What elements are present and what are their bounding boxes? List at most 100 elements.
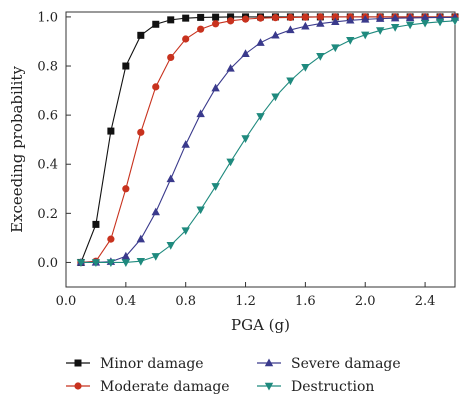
series-minor-damage xyxy=(77,13,459,266)
legend-item: Minor damage xyxy=(66,356,204,372)
legend-label: Moderate damage xyxy=(100,379,230,395)
data-point xyxy=(346,15,355,24)
legend-label: Severe damage xyxy=(291,356,401,372)
x-tick-label: 2.0 xyxy=(355,294,376,309)
data-point xyxy=(316,52,325,61)
series-moderate-damage xyxy=(77,13,459,267)
data-point xyxy=(420,19,430,28)
data-point xyxy=(331,17,340,26)
data-point xyxy=(420,13,430,21)
data-point xyxy=(167,53,175,62)
data-point xyxy=(137,31,145,39)
data-point xyxy=(196,206,205,215)
y-tick-label: 0.2 xyxy=(37,207,58,222)
data-point xyxy=(197,25,205,33)
data-point xyxy=(211,183,220,191)
data-point xyxy=(346,37,355,45)
legend-item: Severe damage xyxy=(257,356,401,372)
series-line xyxy=(80,16,455,263)
x-axis-ticks: 0.0 0.4 0.8 1.2 1.6 2.0 2.4 xyxy=(56,282,436,309)
data-point xyxy=(286,25,295,34)
legend-marker xyxy=(74,382,82,390)
data-point xyxy=(151,253,160,261)
data-point xyxy=(136,234,146,243)
data-point xyxy=(331,44,340,53)
data-point xyxy=(227,13,235,21)
data-point xyxy=(375,27,385,35)
y-tick-label: 0.8 xyxy=(37,60,58,75)
data-point xyxy=(167,16,175,24)
data-point xyxy=(271,93,280,102)
data-point xyxy=(107,127,115,135)
legend-label: Destruction xyxy=(291,379,374,395)
data-point xyxy=(316,13,324,21)
y-tick-label: 0.4 xyxy=(37,158,58,173)
x-tick-label: 2.4 xyxy=(415,294,436,309)
data-point xyxy=(226,63,235,72)
data-point xyxy=(256,38,265,46)
legend-marker xyxy=(264,382,274,391)
series-line xyxy=(80,20,456,263)
data-point xyxy=(241,15,250,23)
data-point xyxy=(450,17,460,26)
data-point xyxy=(226,17,235,25)
data-point xyxy=(226,158,235,167)
data-point xyxy=(316,19,325,27)
data-point xyxy=(256,113,265,121)
plot-frame xyxy=(65,11,456,288)
data-point xyxy=(241,49,250,57)
data-point xyxy=(181,227,190,236)
data-point xyxy=(405,13,415,22)
data-point xyxy=(301,64,310,72)
data-point xyxy=(361,31,370,40)
x-tick-label: 0.0 xyxy=(56,294,77,309)
data-point xyxy=(122,62,130,70)
data-point xyxy=(241,135,250,143)
y-axis-ticks: 0.0 0.2 0.4 0.6 0.8 1.0 xyxy=(37,10,71,271)
legend-label: Minor damage xyxy=(100,356,204,372)
series-line xyxy=(80,16,455,263)
x-tick-label: 1.2 xyxy=(235,294,256,309)
data-point xyxy=(256,14,265,22)
data-point xyxy=(121,251,131,260)
data-point xyxy=(181,140,190,148)
data-point xyxy=(182,35,190,43)
legend-item: Destruction xyxy=(257,379,374,395)
plot-area: 0.0 0.4 0.8 1.2 1.6 2.0 2.4 0.0 0.2 0.4 0.6 0.8 1.0 xyxy=(37,10,460,309)
data-point xyxy=(301,21,310,30)
y-tick-label: 1.0 xyxy=(37,10,58,25)
y-axis-title: Exceeding probability xyxy=(8,66,26,233)
series-severe-damage xyxy=(76,12,460,266)
data-point xyxy=(121,259,131,267)
data-point xyxy=(271,14,280,22)
data-point xyxy=(375,14,385,22)
y-tick-label: 0.6 xyxy=(37,109,58,124)
data-point xyxy=(122,185,130,193)
data-point xyxy=(211,83,220,92)
y-tick-label: 0.0 xyxy=(37,256,58,271)
series-line xyxy=(80,16,455,263)
data-point xyxy=(286,13,295,22)
data-point xyxy=(166,174,175,183)
data-point xyxy=(76,259,86,267)
x-tick-label: 0.4 xyxy=(116,294,137,309)
data-point xyxy=(92,220,100,228)
data-point xyxy=(152,83,160,91)
legend-marker xyxy=(74,359,82,367)
data-point xyxy=(390,24,400,32)
data-point xyxy=(166,242,175,250)
data-point xyxy=(212,13,220,21)
data-point xyxy=(182,14,190,22)
data-point xyxy=(361,14,370,23)
data-point xyxy=(151,207,160,216)
data-point xyxy=(136,258,146,266)
data-point xyxy=(107,235,115,243)
legend-marker xyxy=(264,358,274,367)
data-point xyxy=(152,20,160,28)
x-axis-title: PGA (g) xyxy=(231,316,290,334)
x-tick-label: 1.6 xyxy=(295,294,316,309)
data-point xyxy=(137,128,145,136)
legend-item: Moderate damage xyxy=(66,379,230,395)
data-point xyxy=(286,77,295,86)
